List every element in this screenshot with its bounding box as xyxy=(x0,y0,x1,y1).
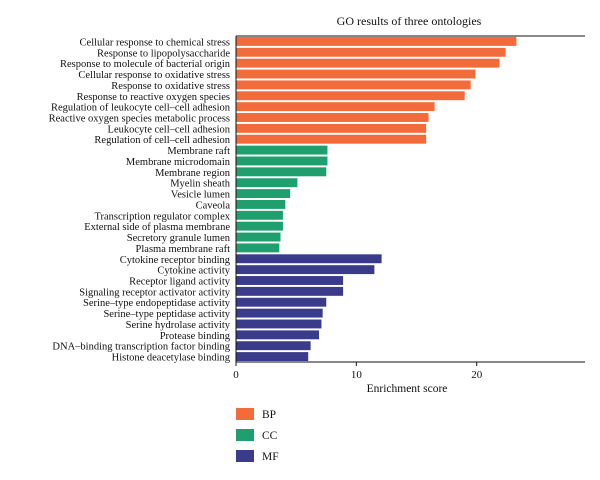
legend: BP CC MF xyxy=(236,408,279,463)
category-label: Regulation of leukocyte cell–cell adhesi… xyxy=(51,103,231,114)
category-label: Membrane microdomain xyxy=(126,157,231,168)
category-label: Serine hydrolase activity xyxy=(126,320,231,331)
category-label: Serine–type endopeptidase activity xyxy=(83,298,231,309)
bar-20 xyxy=(236,243,280,253)
bar-6 xyxy=(236,91,465,101)
category-label: Membrane raft xyxy=(167,146,230,157)
chart-title: GO results of three ontologies xyxy=(337,14,482,28)
category-label: Cytokine activity xyxy=(157,266,230,277)
legend-label-cc: CC xyxy=(262,430,278,442)
legend-swatch-bp xyxy=(236,408,254,420)
x-tick-label: 20 xyxy=(471,369,483,381)
bar-2 xyxy=(236,47,506,57)
x-axis-label: Enrichment score xyxy=(367,383,448,395)
bar-13 xyxy=(236,167,327,177)
bar-10 xyxy=(236,134,427,144)
legend-label-mf: MF xyxy=(262,451,279,463)
bars-layer xyxy=(236,36,517,362)
category-label: DNA–binding transcription factor binding xyxy=(52,342,230,353)
bar-17 xyxy=(236,210,283,220)
bar-9 xyxy=(236,123,427,133)
category-label: Regulation of cell–cell adhesion xyxy=(94,135,230,146)
bar-24 xyxy=(236,286,344,296)
bar-29 xyxy=(236,341,311,351)
bar-8 xyxy=(236,113,429,122)
bar-3 xyxy=(236,58,500,68)
category-label: Response to reactive oxygen species xyxy=(77,92,230,103)
category-label: Protease binding xyxy=(160,331,231,342)
bar-14 xyxy=(236,178,298,188)
legend-label-bp: BP xyxy=(262,409,276,421)
bar-28 xyxy=(236,330,320,340)
bar-12 xyxy=(236,156,328,166)
bar-15 xyxy=(236,189,291,199)
bar-5 xyxy=(236,80,471,90)
category-label: Leukocyte cell–cell adhesion xyxy=(108,124,231,135)
category-label: Response to molecule of bacterial origin xyxy=(60,59,231,70)
x-axis: 0 10 20 xyxy=(233,35,585,381)
category-label: Cellular response to oxidative stress xyxy=(78,70,230,81)
bar-4 xyxy=(236,69,476,79)
category-label: Cellular response to chemical stress xyxy=(80,37,230,48)
category-label: Plasma membrane raft xyxy=(136,244,231,255)
category-label: Transcription regulator complex xyxy=(94,211,230,222)
category-label: Reactive oxygen species metabolic proces… xyxy=(49,114,230,125)
category-label: Caveola xyxy=(196,200,231,211)
category-label: Myelin sheath xyxy=(170,179,231,190)
category-label: Serine–type peptidase activity xyxy=(103,309,230,320)
category-label: External side of plasma membrane xyxy=(84,222,230,233)
bar-18 xyxy=(236,221,283,231)
category-label: Secretory granule lumen xyxy=(127,233,231,244)
category-labels: Cellular response to chemical stressResp… xyxy=(49,37,231,363)
bar-27 xyxy=(236,319,322,329)
category-label: Vesicle lumen xyxy=(171,190,231,201)
category-label: Response to lipopolysaccharide xyxy=(97,48,230,59)
bar-16 xyxy=(236,199,286,209)
category-label: Receptor ligand activity xyxy=(129,277,231,288)
category-label: Signaling receptor activator activity xyxy=(79,287,230,298)
legend-swatch-cc xyxy=(236,429,254,441)
bar-25 xyxy=(236,297,327,307)
category-label: Histone deacetylase binding xyxy=(112,353,231,364)
legend-swatch-mf xyxy=(236,450,254,462)
bar-30 xyxy=(236,352,309,362)
bar-21 xyxy=(236,254,382,264)
bar-7 xyxy=(236,102,435,112)
bar-26 xyxy=(236,308,323,318)
x-tick-label: 0 xyxy=(233,369,239,381)
x-tick-label: 10 xyxy=(351,369,363,381)
bar-22 xyxy=(236,265,375,275)
category-label: Cytokine receptor binding xyxy=(120,255,231,266)
bar-23 xyxy=(236,276,344,285)
category-label: Response to oxidative stress xyxy=(111,81,230,92)
bar-1 xyxy=(236,36,517,46)
bar-11 xyxy=(236,145,328,155)
bar-19 xyxy=(236,232,281,242)
category-label: Membrane region xyxy=(155,168,231,179)
